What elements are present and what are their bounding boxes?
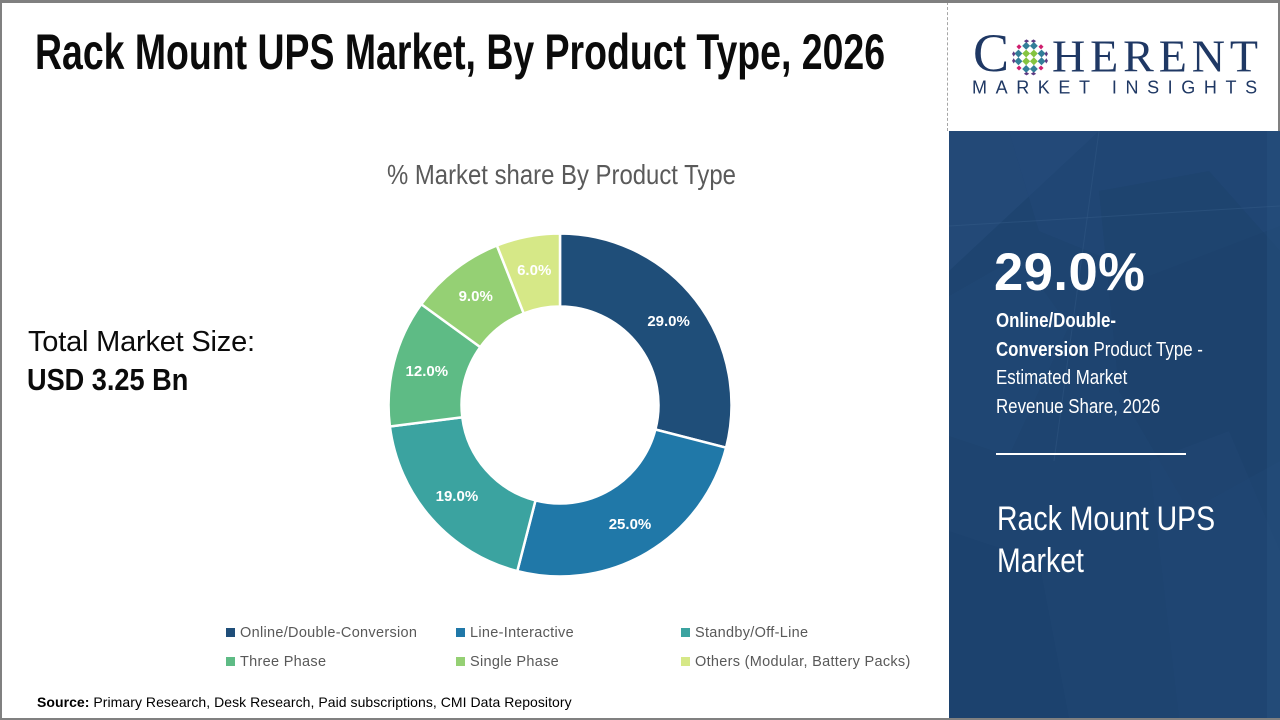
svg-text:HERENT: HERENT: [1052, 30, 1263, 81]
svg-text:MARKET INSIGHTS: MARKET INSIGHTS: [972, 77, 1266, 97]
svg-text:6.0%: 6.0%: [517, 262, 551, 279]
svg-text:25.0%: 25.0%: [609, 516, 652, 533]
svg-text:29.0%: 29.0%: [647, 313, 690, 330]
svg-text:12.0%: 12.0%: [406, 363, 449, 380]
svg-text:19.0%: 19.0%: [436, 488, 479, 505]
svg-text:9.0%: 9.0%: [459, 288, 493, 305]
svg-text:C: C: [973, 23, 1009, 83]
